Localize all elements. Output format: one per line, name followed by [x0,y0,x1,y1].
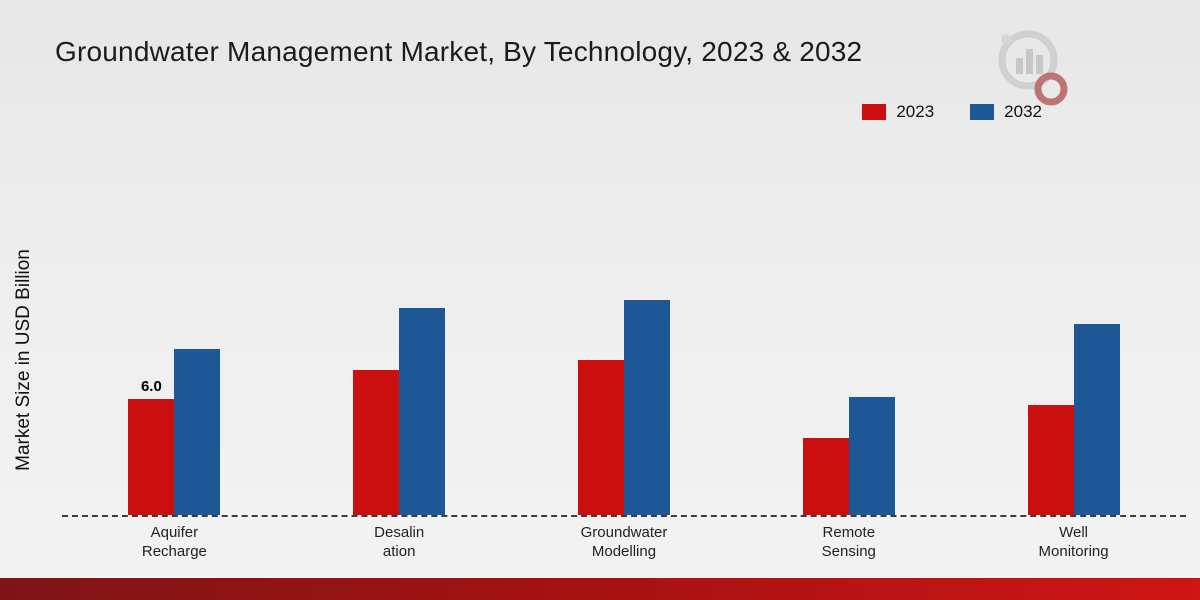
category-label: Well Monitoring [1038,524,1109,560]
category-label: Remote Sensing [821,524,876,560]
bar-2032 [399,308,446,515]
bar-2032 [174,348,221,515]
category-label: Desalin ation [374,524,425,560]
bar-2032 [848,397,895,515]
bar-pair [353,283,446,515]
bar-group: Remote Sensing [802,283,895,562]
bar-2023 [802,437,849,515]
chart-title: Groundwater Management Market, By Techno… [55,36,863,67]
bar-2023 [577,360,624,515]
legend-item-2023: 2023 [862,102,934,122]
bar-2023 [353,370,400,515]
bar-group: Groundwater Modelling [577,283,670,562]
bar-group: Desalin ation [353,283,446,562]
legend-swatch [862,104,887,120]
bar-pair [577,283,670,515]
y-axis-label: Market Size in USD Billion [13,249,34,471]
legend-swatch [970,104,995,120]
legend-label: 2032 [1004,102,1042,121]
bar-group: 6.0 Aquifer Recharge [128,283,221,562]
bar-pair [802,283,895,515]
bar-pair [1027,283,1120,515]
bar-value-label: 6.0 [140,378,162,395]
bottom-accent-strip [0,578,1200,600]
logo-icon [996,28,1068,111]
plot-area: 6.0 Aquifer Recharge Desalin ation Groundwa… [62,283,1186,562]
bar-pair: 6.0 [128,283,221,515]
legend: 2023 2032 [862,102,1042,122]
category-label: Groundwater Modelling [580,524,668,560]
bar-group: Well Monitoring [1027,283,1120,562]
x-axis-baseline [62,515,1186,517]
category-label: Aquifer Recharge [141,524,207,560]
bar-2032 [623,300,670,515]
legend-item-2032: 2032 [970,102,1042,122]
bar-2032 [1073,323,1120,515]
legend-label: 2023 [896,102,935,121]
bar-2023 [1027,404,1074,515]
bar-groups: 6.0 Aquifer Recharge Desalin ation Groundwa… [62,283,1186,562]
bar-2023: 6.0 [128,378,175,515]
